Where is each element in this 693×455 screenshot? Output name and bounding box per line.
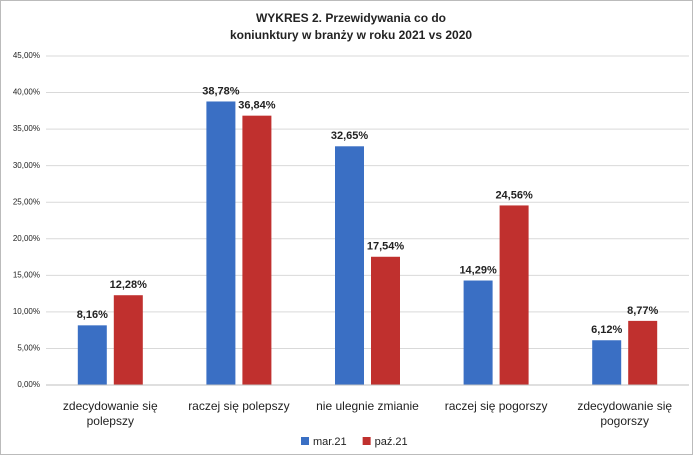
- chart-title: koniunktury w branży w roku 2021 vs 2020: [230, 28, 472, 42]
- value-label: 17,54%: [367, 241, 405, 253]
- value-label: 6,12%: [591, 324, 622, 336]
- bar: [77, 325, 107, 385]
- value-label: 32,65%: [331, 130, 369, 142]
- y-tick-label: 30,00%: [13, 161, 40, 170]
- bar: [206, 101, 236, 386]
- x-tick-label: raczej się pogorszy: [444, 399, 548, 413]
- value-label: 38,78%: [202, 85, 240, 97]
- y-tick-label: 40,00%: [13, 88, 40, 97]
- y-tick-label: 0,00%: [17, 380, 40, 389]
- y-tick-label: 45,00%: [13, 51, 40, 60]
- x-tick-label: nie ulegnie zmianie: [316, 399, 419, 413]
- y-tick-label: 10,00%: [13, 307, 40, 316]
- y-tick-label: 25,00%: [13, 197, 40, 206]
- legend-swatch: [362, 437, 371, 445]
- value-label: 36,84%: [238, 100, 276, 112]
- legend-swatch: [301, 437, 309, 445]
- x-tick-label: zdecydowanie się pogorszy: [577, 399, 673, 428]
- value-label: 8,16%: [77, 309, 108, 321]
- y-tick-label: 5,00%: [17, 344, 40, 353]
- bar: [113, 295, 143, 385]
- bar: [463, 280, 493, 385]
- value-label: 24,56%: [495, 189, 533, 201]
- bar: [242, 115, 272, 386]
- legend-label: paź.21: [375, 436, 408, 448]
- value-label: 8,77%: [627, 305, 658, 317]
- x-tick-label: raczej się polepszy: [188, 399, 290, 413]
- bar: [371, 256, 400, 385]
- chart-title: WYKRES 2. Przewidywania co do: [256, 11, 446, 25]
- y-tick-label: 35,00%: [13, 124, 40, 133]
- bar: [499, 205, 529, 385]
- bar: [335, 146, 364, 385]
- value-label: 14,29%: [459, 264, 497, 276]
- bar: [592, 340, 622, 385]
- value-label: 12,28%: [110, 279, 148, 291]
- bar: [628, 320, 658, 385]
- y-tick-label: 15,00%: [13, 270, 40, 279]
- x-tick-label: zdecydowanie się polepszy: [62, 399, 158, 428]
- y-tick-label: 20,00%: [13, 234, 40, 243]
- legend-label: mar.21: [313, 436, 347, 448]
